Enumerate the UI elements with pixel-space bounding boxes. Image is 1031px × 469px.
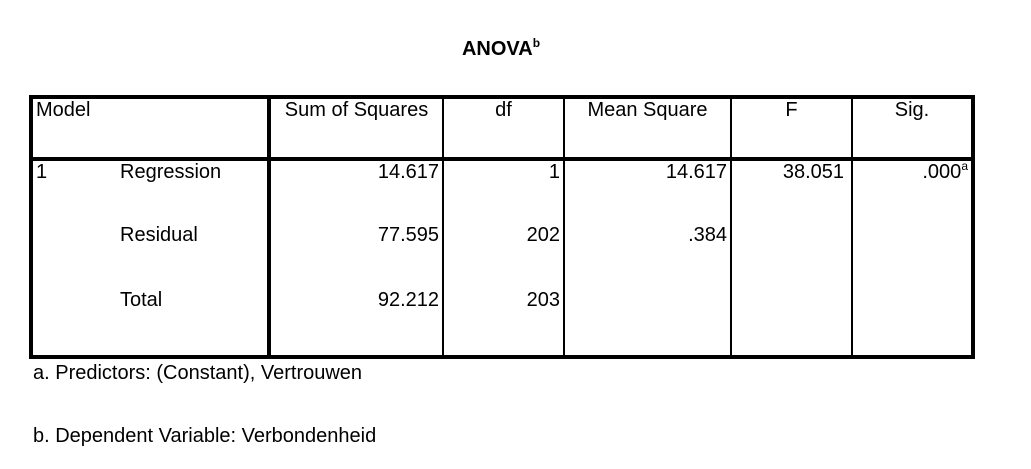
cell-sum-of-squares: 77.595 [267,224,443,289]
cell-mean-square: .384 [563,224,731,289]
cell-sig-value: .000 [922,161,962,183]
table-row-regression: 1 Regression 14.617 1 14.617 38.051 .000… [31,159,973,224]
cell-f: 38.051 [730,159,852,224]
cell-mean-square [563,289,731,357]
table-title-text: ANOVA [461,38,533,60]
cell-model [31,224,117,289]
cell-sig: .000a [851,159,973,224]
table-title-footnote-marker: b [532,36,541,50]
cell-sig [851,289,973,357]
cell-sig [851,224,973,289]
table-row-residual: Residual 77.595 202 .384 [31,224,973,289]
cell-sum-of-squares: 14.617 [267,159,443,224]
cell-source: Total [120,289,163,311]
cell-source: Residual [120,224,198,246]
header-mean-square: Mean Square [563,97,731,161]
anova-table: Model Sum of Squares df Mean Square F Si… [29,95,975,359]
footnote-predictors: a. Predictors: (Constant), Vertrouwen [33,362,363,384]
header-df: df [442,97,564,161]
cell-sum-of-squares: 92.212 [267,289,443,357]
cell-df: 203 [442,289,564,357]
cell-f [730,289,852,357]
header-f: F [730,97,852,161]
header-model: Model [31,97,269,161]
table-title: ANOVAb [0,36,1002,61]
cell-source: Regression [120,161,222,183]
cell-sig-footnote-marker: a [961,159,968,173]
cell-mean-square: 14.617 [563,159,731,224]
header-sig: Sig. [851,97,973,161]
table-header-row: Model Sum of Squares df Mean Square F Si… [31,97,973,161]
cell-df: 202 [442,224,564,289]
cell-df: 1 [442,159,564,224]
header-sum-of-squares: Sum of Squares [267,97,443,161]
cell-model: 1 [36,161,48,183]
table-row-total: Total 92.212 203 [31,289,973,357]
cell-model [31,289,117,357]
cell-f [730,224,852,289]
footnote-dependent-variable: b. Dependent Variable: Verbondenheid [33,425,377,447]
